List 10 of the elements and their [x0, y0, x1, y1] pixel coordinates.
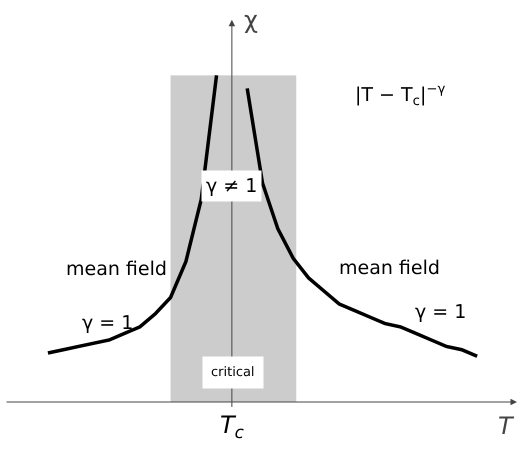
annotation: γ ≠ 1: [206, 175, 258, 197]
annotation: |T − T$_{c}$|$^{−γ}$: [355, 82, 446, 109]
x-axis-title: T: [498, 412, 515, 440]
annotation: γ = 1: [415, 301, 466, 323]
text: T$_{c}$: [220, 411, 244, 442]
annotation: mean field: [339, 257, 440, 279]
annotation: critical: [211, 365, 255, 380]
y-axis-title: χ: [244, 6, 258, 34]
annotation: mean field: [66, 258, 167, 280]
annotation: γ = 1: [82, 312, 134, 334]
